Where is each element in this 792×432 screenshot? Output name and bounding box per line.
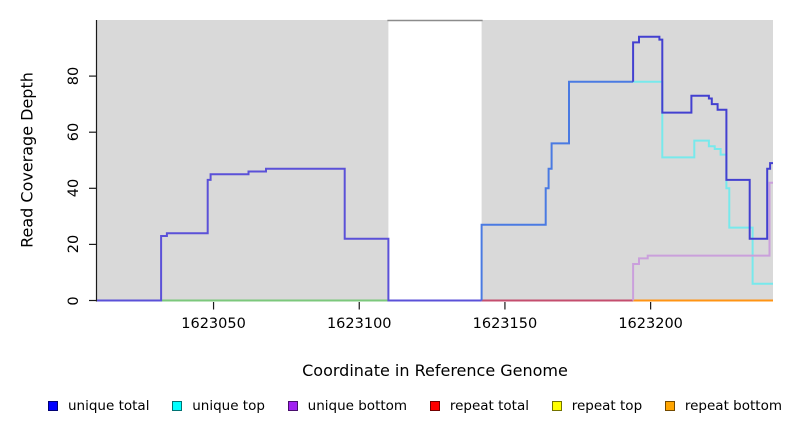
legend-label-repeat-total: repeat total [449,398,529,414]
legend-swatch-unique-top [172,401,183,411]
y-tick-label: 0 [66,295,82,306]
legend: unique total unique top unique bottom re… [48,398,782,414]
legend-item-repeat-total: repeat total [429,398,529,414]
legend-item-unique-bottom: unique bottom [287,398,408,414]
legend-item-unique-total: unique total [48,398,149,414]
legend-label-unique-bottom: unique bottom [307,398,408,414]
x-tick-label: 1623200 [618,316,683,332]
legend-label-repeat-top: repeat top [571,398,643,414]
legend-swatch-repeat-total [429,401,440,411]
y-tick-label: 80 [66,66,82,86]
legend-item-repeat-bottom: repeat bottom [664,398,782,414]
legend-swatch-unique-total [48,401,58,411]
x-tick-label: 1623050 [181,316,246,332]
series-unique-total-right [480,80,634,301]
legend-swatch-unique-bottom [287,401,298,411]
x-tick-label: 1623150 [472,316,538,332]
legend-item-unique-top: unique top [172,398,265,414]
y-tick-label: 20 [66,235,82,254]
series-unique-top [633,80,773,285]
x-tick-label: 1623100 [326,316,392,332]
x-axis-title: Coordinate in Reference Genome [302,361,568,380]
legend-label-unique-total: unique total [68,398,150,414]
series-unique-total-right-upper [632,35,773,240]
covered-region-panel [481,20,773,301]
y-axis-title: Read Coverage Depth [17,72,37,248]
legend-label-repeat-bottom: repeat bottom [684,398,782,414]
legend-swatch-repeat-top [551,401,562,411]
covered-region-panel [97,20,389,301]
y-tick-label: 60 [66,122,82,142]
series-unique-bottom-right [632,181,773,301]
series-unique-total-and-bottom-left [97,167,482,302]
y-tick-label: 40 [66,179,82,198]
legend-swatch-repeat-bottom [664,401,675,411]
legend-label-unique-top: unique top [192,398,265,414]
legend-item-repeat-top: repeat top [551,398,643,414]
